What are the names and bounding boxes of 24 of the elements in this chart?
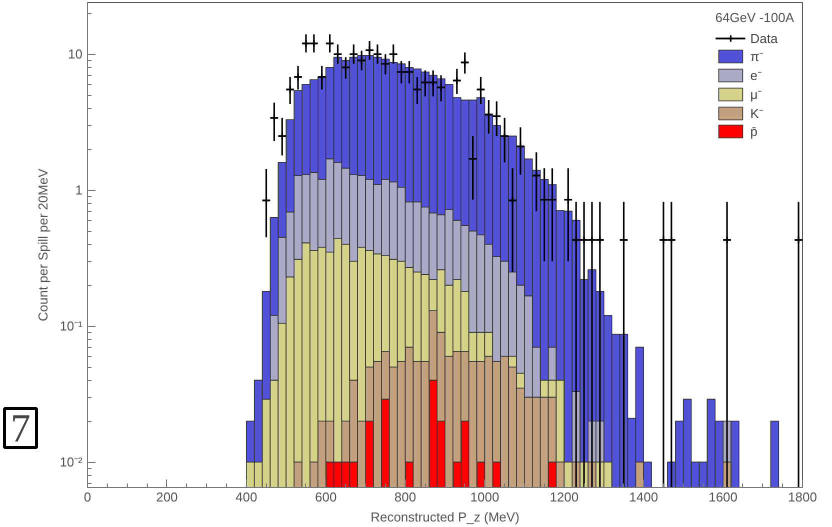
legend-label: π⁻ [750, 48, 764, 65]
x-tick-label: 0 [84, 490, 92, 504]
legend-label: e⁻ [750, 67, 762, 84]
x-tick-label: 1400 [629, 490, 658, 504]
y-tick-label: 10⁻² [60, 454, 84, 470]
legend-label: K⁻ [750, 105, 764, 122]
legend-label: μ⁻ [750, 86, 763, 103]
x-tick-label: 1800 [788, 490, 817, 504]
legend-label: Data [750, 30, 778, 46]
x-tick-label: 800 [394, 490, 416, 504]
x-tick-label: 1200 [550, 490, 579, 504]
y-tick-label: 10⁻¹ [60, 318, 84, 334]
y-tick-label: 10 [68, 46, 83, 62]
x-tick-label: 400 [236, 490, 258, 504]
y-axis-title: Count per Spill per 20MeV [36, 168, 51, 322]
x-axis-title: Reconstructed P_z (MeV) [370, 510, 520, 524]
legend-label: p̄ [750, 123, 758, 139]
y-tick-label: 1 [75, 182, 83, 198]
x-tick-label: 1000 [470, 490, 500, 504]
legend-title: 64GeV -100A [715, 10, 794, 25]
x-tick-label: 200 [156, 490, 178, 504]
text: 7 [10, 406, 30, 450]
x-tick-label: 1600 [708, 490, 738, 504]
x-tick-label: 600 [314, 490, 337, 504]
